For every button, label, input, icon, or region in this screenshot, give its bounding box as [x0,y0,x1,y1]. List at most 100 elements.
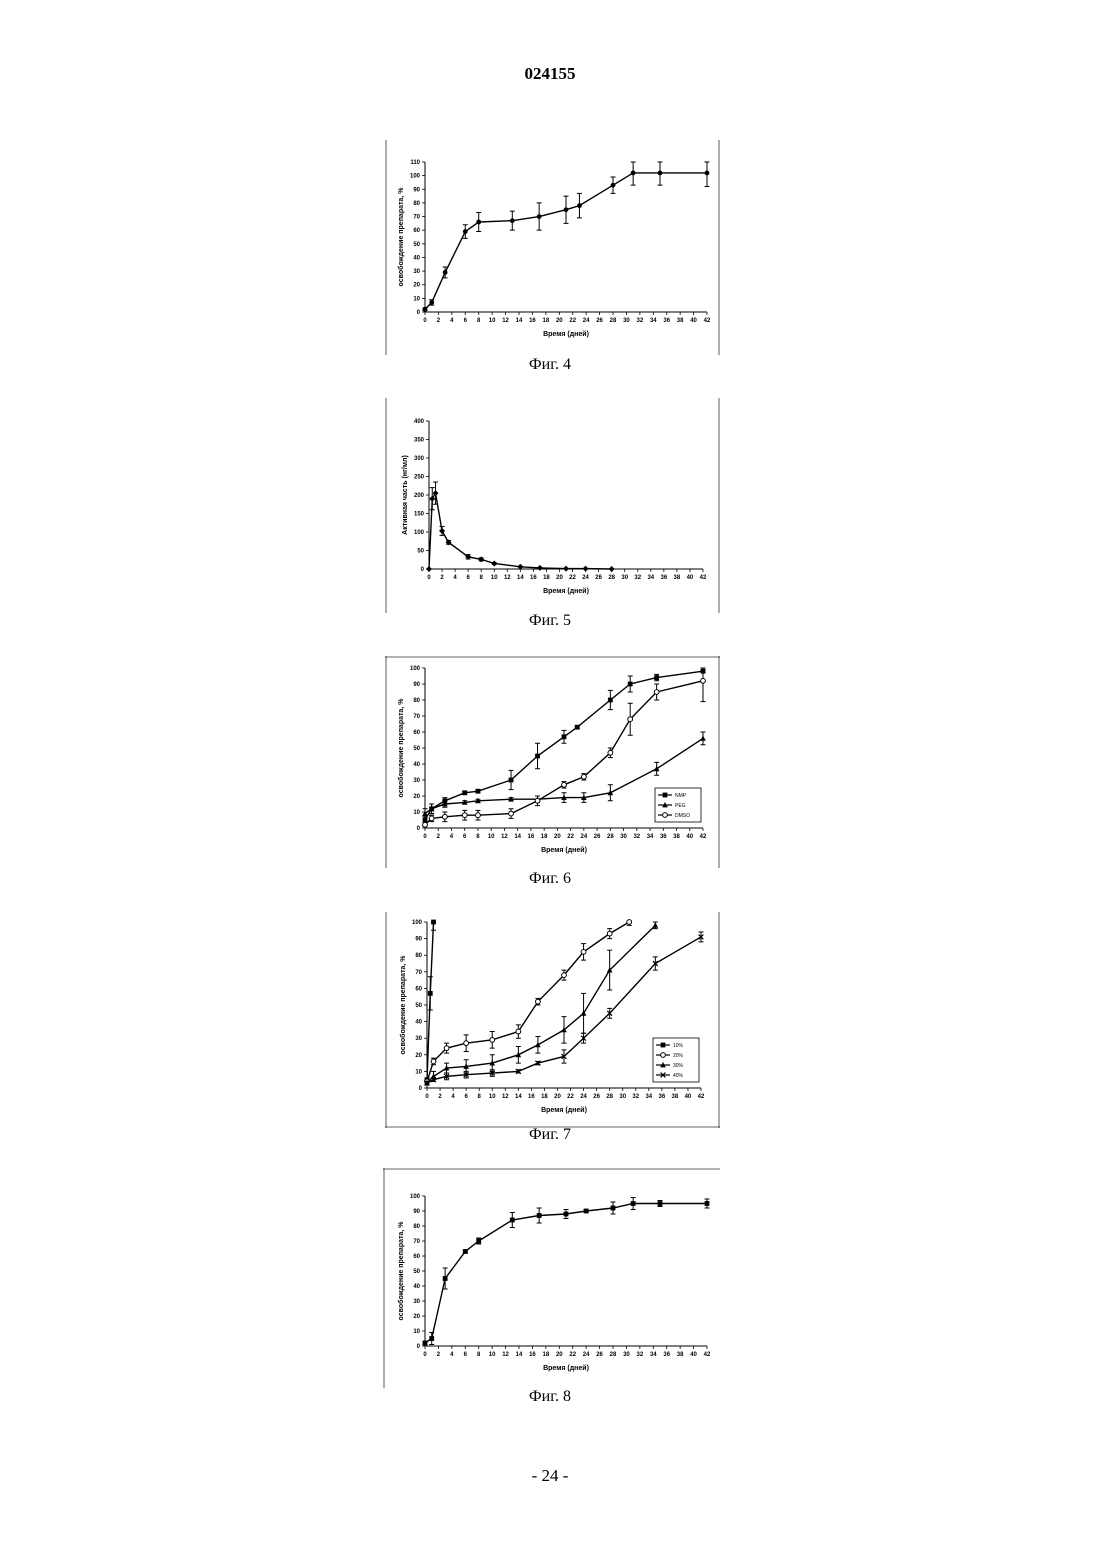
y-tick-label: 100 [410,1194,421,1200]
data-point [631,1201,636,1206]
y-tick-label: 90 [413,682,420,688]
x-tick-label: 20 [556,575,563,581]
data-point [431,1059,436,1064]
x-tick-label: 12 [501,834,508,840]
data-point [608,750,613,755]
data-point [510,1218,515,1223]
data-point [536,999,541,1004]
legend-label: 30% [673,1063,684,1069]
data-point [654,675,659,680]
x-tick-label: 34 [645,1094,652,1100]
figure-6-chart: 0102030405060708090100024681012141618202… [385,656,720,868]
x-tick-label: 26 [593,1094,600,1100]
legend-marker [661,1053,666,1058]
data-point [631,171,636,176]
x-tick-label: 20 [554,1094,561,1100]
x-tick-label: 2 [438,1094,442,1100]
data-point [562,973,567,978]
figure-8-chart: 0102030405060708090100024681012141618202… [383,1168,720,1388]
data-point [463,229,468,234]
x-tick-label: 36 [659,1094,666,1100]
data-point [653,922,659,927]
y-tick-label: 100 [410,666,421,672]
data-point [429,300,434,305]
figure-4-caption: Фиг. 4 [0,356,1100,374]
x-tick-label: 4 [451,1094,455,1100]
data-point [705,1201,710,1206]
series-line [425,173,707,309]
y-tick-label: 0 [417,1344,421,1350]
data-point [562,734,567,739]
y-tick-label: 400 [414,419,425,425]
data-point [423,307,428,312]
x-tick-label: 12 [504,575,511,581]
y-tick-label: 30 [413,269,420,275]
y-tick-label: 250 [414,475,425,481]
x-tick-label: 28 [608,575,615,581]
y-tick-label: 0 [421,567,425,573]
x-tick-label: 22 [569,318,576,324]
x-tick-label: 8 [477,1352,481,1358]
x-tick-label: 36 [661,575,668,581]
x-tick-label: 8 [480,575,484,581]
legend-label: NMP [675,793,687,799]
legend: 10%20%30%40% [653,1038,699,1082]
x-tick-label: 20 [556,1352,563,1358]
x-tick-label: 14 [516,318,523,324]
y-tick-label: 300 [414,456,425,462]
x-tick-label: 6 [466,575,470,581]
x-tick-label: 28 [607,834,614,840]
legend-marker [663,793,668,798]
x-tick-label: 16 [529,318,536,324]
document-number: 024155 [0,64,1100,84]
series-0 [426,482,615,572]
y-tick-label: 100 [414,530,425,536]
series-line [427,925,655,1083]
legend: NMPPEGDMSO [655,788,701,822]
x-axis-title: Время (дней) [543,330,589,338]
x-tick-label: 14 [515,1094,522,1100]
x-tick-label: 34 [647,575,654,581]
legend-marker [663,813,668,818]
y-tick-label: 90 [413,187,420,193]
data-point [658,1201,663,1206]
x-tick-label: 20 [556,318,563,324]
x-tick-label: 18 [543,1352,550,1358]
x-tick-label: 26 [596,318,603,324]
data-point [627,920,632,925]
y-tick-label: 50 [417,549,424,555]
x-tick-label: 6 [464,1352,468,1358]
y-axis-title: освобождение препарата, % [397,187,405,287]
data-point [575,725,580,730]
figure-5-chart: 0501001502002503003504000246810121416182… [385,398,720,613]
x-tick-label: 14 [517,575,524,581]
y-tick-label: 30 [415,1036,422,1042]
series-0 [423,162,710,312]
x-tick-label: 0 [423,318,427,324]
x-tick-label: 10 [489,1352,496,1358]
x-tick-label: 36 [660,834,667,840]
x-tick-label: 16 [529,1352,536,1358]
x-tick-label: 0 [425,1094,429,1100]
x-tick-label: 32 [632,1094,639,1100]
y-tick-label: 70 [415,970,422,976]
y-tick-label: 50 [413,1269,420,1275]
series-0 [423,1198,710,1346]
data-point [535,754,540,759]
y-tick-label: 20 [413,1314,420,1320]
y-tick-label: 80 [413,201,420,207]
y-axis-title: освобождение препарата, % [397,1221,405,1321]
data-point [608,698,613,703]
figure-5-caption: Фиг. 5 [0,612,1100,630]
data-point [537,1213,542,1218]
x-tick-label: 10 [491,575,498,581]
data-point [563,566,569,572]
data-point [564,207,569,212]
data-point [537,214,542,219]
data-point [439,528,445,534]
x-tick-label: 24 [583,1352,590,1358]
figure-7-caption: Фиг. 7 [0,1126,1100,1144]
x-tick-label: 12 [502,1352,509,1358]
x-tick-label: 32 [633,834,640,840]
y-tick-label: 70 [413,215,420,221]
